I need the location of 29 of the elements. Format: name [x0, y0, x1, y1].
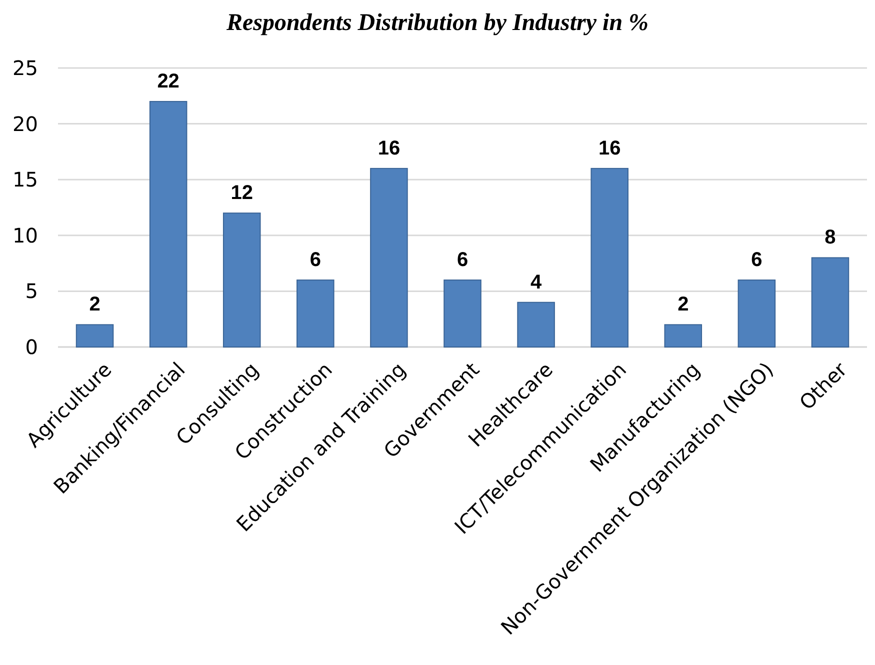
- bar: [76, 324, 114, 348]
- data-label: 2: [678, 294, 689, 316]
- y-tick-label: 20: [12, 112, 38, 136]
- data-label: 6: [456, 249, 468, 272]
- data-label: 6: [310, 249, 321, 272]
- bar: [296, 280, 334, 348]
- bar: [149, 100, 188, 348]
- y-tick-label: 25: [12, 56, 38, 80]
- bar: [811, 257, 850, 348]
- bar: [222, 212, 261, 348]
- data-label: 12: [230, 182, 253, 204]
- y-tick-label: 15: [12, 168, 38, 192]
- bar: [664, 324, 702, 348]
- data-label: 8: [824, 226, 836, 249]
- y-tick-label: 5: [25, 279, 38, 304]
- y-tick-label: 10: [12, 223, 38, 248]
- bar: [517, 302, 555, 348]
- y-tick-label: 0: [25, 335, 38, 359]
- chart-title: Respondents Distribution by Industry in %: [225, 10, 649, 36]
- data-label: 2: [89, 294, 100, 316]
- data-label: 4: [530, 271, 542, 294]
- data-label: 6: [751, 249, 762, 272]
- bar: [370, 168, 408, 348]
- bar: [590, 168, 628, 348]
- bar: [738, 280, 776, 348]
- data-label: 16: [598, 137, 621, 160]
- bar: [444, 280, 482, 348]
- data-label: 22: [157, 70, 180, 92]
- data-label: 16: [378, 137, 400, 160]
